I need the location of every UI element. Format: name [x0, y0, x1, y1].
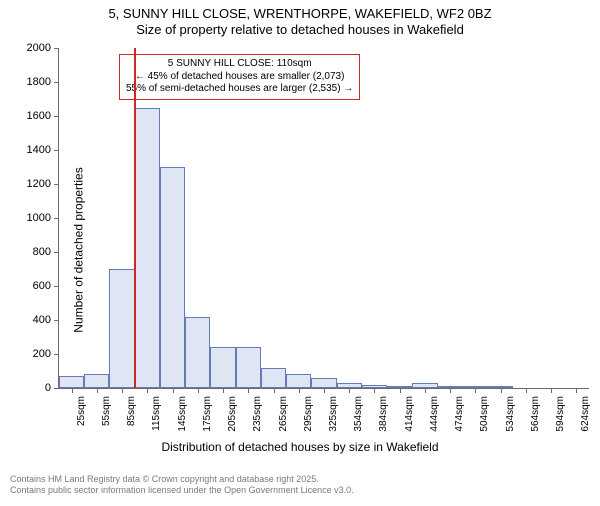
x-tick: [400, 388, 401, 393]
x-tick-label: 55sqm: [101, 396, 112, 426]
x-tick: [425, 388, 426, 393]
y-tick-label: 1200: [27, 178, 51, 190]
page-title-line2: Size of property relative to detached ho…: [0, 22, 600, 37]
x-tick: [475, 388, 476, 393]
footer-attribution: Contains HM Land Registry data © Crown c…: [10, 474, 354, 496]
x-tick: [198, 388, 199, 393]
histogram-bar: [84, 374, 109, 388]
x-tick-label: 175sqm: [202, 396, 213, 432]
x-tick: [501, 388, 502, 393]
x-tick: [173, 388, 174, 393]
x-tick-label: 444sqm: [429, 396, 440, 432]
y-tick: [54, 286, 59, 287]
page-title-line1: 5, SUNNY HILL CLOSE, WRENTHORPE, WAKEFIE…: [0, 6, 600, 21]
x-tick: [324, 388, 325, 393]
footer-line2: Contains public sector information licen…: [10, 485, 354, 496]
x-tick: [97, 388, 98, 393]
x-tick: [299, 388, 300, 393]
histogram-bar: [286, 374, 311, 388]
x-tick: [223, 388, 224, 393]
y-tick-label: 800: [33, 246, 51, 258]
x-tick-label: 354sqm: [353, 396, 364, 432]
y-tick: [54, 354, 59, 355]
histogram-bar: [311, 378, 336, 388]
y-tick-label: 0: [45, 382, 51, 394]
x-tick-label: 145sqm: [177, 396, 188, 432]
x-tick-label: 504sqm: [479, 396, 490, 432]
y-tick-label: 1600: [27, 110, 51, 122]
x-tick-label: 534sqm: [505, 396, 516, 432]
x-tick-label: 25sqm: [76, 396, 87, 426]
x-tick: [122, 388, 123, 393]
histogram-bar: [185, 317, 210, 388]
x-tick: [450, 388, 451, 393]
y-tick: [54, 150, 59, 151]
x-tick-label: 85sqm: [126, 396, 137, 426]
y-tick-label: 1000: [27, 212, 51, 224]
annotation-line1: 5 SUNNY HILL CLOSE: 110sqm: [126, 58, 353, 71]
x-tick-label: 594sqm: [555, 396, 566, 432]
x-tick-label: 384sqm: [378, 396, 389, 432]
x-tick-label: 295sqm: [303, 396, 314, 432]
x-tick: [526, 388, 527, 393]
x-tick-label: 325sqm: [328, 396, 339, 432]
y-tick-label: 200: [33, 348, 51, 360]
y-tick: [54, 252, 59, 253]
histogram-bar: [261, 368, 286, 388]
y-tick: [54, 48, 59, 49]
x-tick: [551, 388, 552, 393]
marker-line: [134, 48, 136, 388]
y-tick-label: 2000: [27, 42, 51, 54]
chart-container: Number of detached properties 5 SUNNY HI…: [0, 40, 600, 460]
y-tick-label: 600: [33, 280, 51, 292]
annotation-line3: 55% of semi-detached houses are larger (…: [126, 83, 353, 96]
histogram-bar: [236, 347, 261, 388]
x-tick-label: 115sqm: [151, 396, 162, 431]
y-tick-label: 1800: [27, 76, 51, 88]
x-tick-label: 265sqm: [278, 396, 289, 432]
x-tick-label: 205sqm: [227, 396, 238, 432]
x-tick: [374, 388, 375, 393]
y-tick-label: 1400: [27, 144, 51, 156]
annotation-line2: ← 45% of detached houses are smaller (2,…: [126, 71, 353, 84]
y-tick: [54, 320, 59, 321]
histogram-bar: [210, 347, 235, 388]
y-tick: [54, 218, 59, 219]
y-tick: [54, 82, 59, 83]
y-tick: [54, 184, 59, 185]
x-tick: [274, 388, 275, 393]
x-tick-label: 564sqm: [530, 396, 541, 432]
x-axis-label: Distribution of detached houses by size …: [161, 440, 438, 454]
y-tick: [54, 116, 59, 117]
x-tick: [576, 388, 577, 393]
y-tick-label: 400: [33, 314, 51, 326]
x-tick: [248, 388, 249, 393]
plot-area: 5 SUNNY HILL CLOSE: 110sqm ← 45% of deta…: [58, 48, 589, 389]
y-tick: [54, 388, 59, 389]
histogram-bar: [109, 269, 134, 388]
x-tick: [147, 388, 148, 393]
x-tick-label: 474sqm: [454, 396, 465, 432]
histogram-bar: [135, 108, 160, 389]
histogram-bar: [59, 376, 84, 388]
histogram-bar: [160, 167, 185, 388]
x-tick-label: 235sqm: [252, 396, 263, 432]
x-tick: [72, 388, 73, 393]
x-tick-label: 624sqm: [580, 396, 591, 432]
x-tick-label: 414sqm: [404, 396, 415, 432]
x-tick: [349, 388, 350, 393]
footer-line1: Contains HM Land Registry data © Crown c…: [10, 474, 354, 485]
annotation-box: 5 SUNNY HILL CLOSE: 110sqm ← 45% of deta…: [119, 54, 360, 100]
